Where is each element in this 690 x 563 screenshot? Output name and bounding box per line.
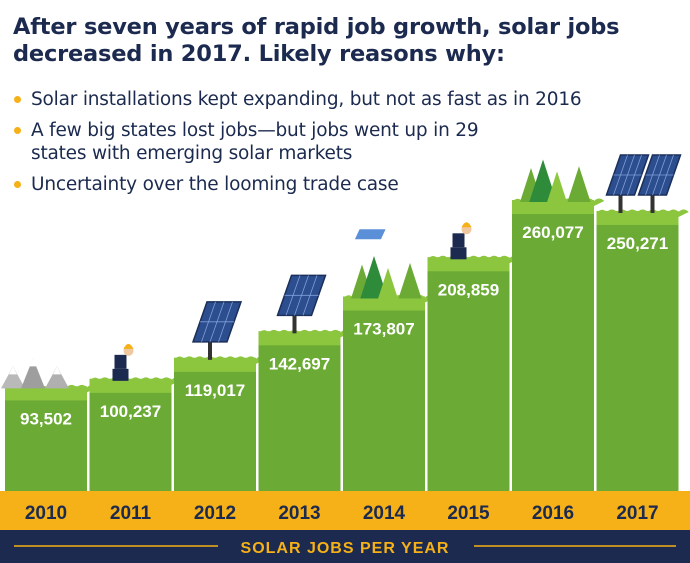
year-band <box>0 491 690 530</box>
value-labels-layer: 93,502 100,237 119,017 142,697 173,807 208,85… <box>20 223 668 428</box>
mountain <box>1 366 25 389</box>
mountain-snow <box>29 358 37 367</box>
year-label: 2010 <box>25 503 67 524</box>
value-label: 100,237 <box>100 402 161 421</box>
tree <box>360 256 388 299</box>
bullet-dot-icon <box>14 127 21 134</box>
value-label: 173,807 <box>353 320 414 339</box>
x-axis-label: SOLAR JOBS PER YEAR <box>241 540 450 557</box>
worker-hardhat <box>461 222 472 228</box>
panel-pole <box>292 315 297 334</box>
value-label: 93,502 <box>20 409 72 428</box>
solar-panel-icon <box>276 274 327 334</box>
worker-hardhat <box>123 343 134 349</box>
bar <box>5 386 87 491</box>
tree <box>378 267 398 299</box>
mountain <box>21 358 45 389</box>
worker-legs <box>450 247 467 260</box>
bullet-text: A few big states lost jobs—but jobs went… <box>31 120 479 164</box>
bullet-dot-icon <box>14 181 21 188</box>
bar <box>89 378 172 491</box>
tree <box>547 171 567 202</box>
value-label: 208,859 <box>438 280 499 299</box>
panel-pole <box>650 194 655 213</box>
mountain-snow <box>9 366 17 375</box>
trees-icon <box>520 159 591 202</box>
trees-icon <box>351 256 422 299</box>
bar <box>427 257 510 491</box>
worker-body <box>114 354 127 369</box>
bullet-item: Solar installations kept expanding, but … <box>13 88 673 111</box>
bullet-text: Solar installations kept expanding, but … <box>31 89 582 110</box>
tree <box>567 166 591 202</box>
mountain <box>45 366 69 389</box>
bar <box>174 357 256 491</box>
bars-layer <box>5 198 689 491</box>
value-label: 142,697 <box>269 354 330 373</box>
bullet-dot-icon <box>14 96 21 103</box>
worker-panel <box>354 229 386 240</box>
bar-grass <box>174 356 267 364</box>
tree <box>529 159 557 202</box>
tree <box>398 262 422 299</box>
year-label: 2013 <box>278 503 320 524</box>
year-label: 2012 <box>194 503 236 524</box>
decorations-layer <box>1 154 682 389</box>
worker-legs <box>112 368 129 381</box>
mountains-icon <box>1 358 69 389</box>
value-label: 250,271 <box>607 234 668 253</box>
bullet-list: Solar installations kept expanding, but … <box>13 88 673 204</box>
mountain-snow <box>53 366 61 375</box>
panel-pole <box>618 194 623 213</box>
solar-panel-icon <box>637 154 682 213</box>
worker-body <box>452 233 465 248</box>
bullet-item: Uncertainty over the looming trade case <box>13 173 673 196</box>
year-label: 2015 <box>447 503 490 524</box>
solar-panel-icon <box>605 154 650 213</box>
year-label: 2016 <box>532 503 574 524</box>
bar-grass <box>427 255 520 264</box>
year-label: 2017 <box>616 503 658 524</box>
value-label: 260,077 <box>522 223 583 242</box>
bar-grass <box>596 209 689 217</box>
bullet-item: A few big states lost jobs—but jobs went… <box>13 119 531 165</box>
bullet-text: Uncertainty over the looming trade case <box>31 174 399 195</box>
year-label: 2011 <box>110 503 152 524</box>
bar <box>512 200 594 491</box>
bar <box>343 296 425 491</box>
worker-icon <box>354 222 472 260</box>
year-labels-layer: 2010 2011 2012 2013 2014 2015 2016 2017 <box>25 503 659 524</box>
worker-icon <box>112 343 134 381</box>
panel-pole <box>208 341 212 360</box>
bar-grass <box>89 377 182 385</box>
bar <box>596 210 679 491</box>
solar-panel-icon <box>191 301 243 360</box>
chart-title: After seven years of rapid job growth, s… <box>13 14 620 67</box>
year-label: 2014 <box>363 503 406 524</box>
bar <box>258 331 341 491</box>
value-label: 119,017 <box>185 381 246 400</box>
bar-grass <box>258 329 351 338</box>
